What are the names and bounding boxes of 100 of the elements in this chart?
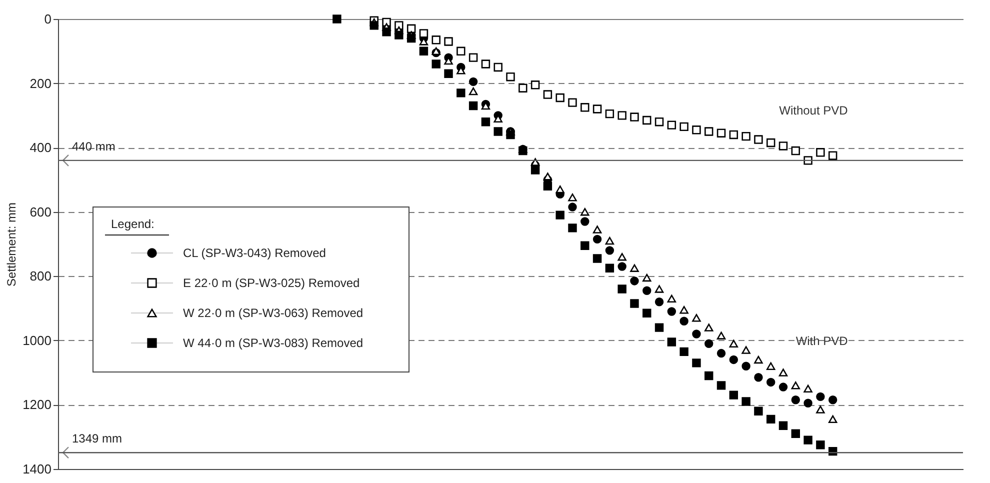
point — [729, 390, 738, 400]
point — [605, 264, 614, 272]
point — [630, 264, 639, 272]
point — [742, 362, 750, 370]
point — [828, 415, 838, 424]
point — [468, 87, 478, 96]
point — [543, 182, 552, 190]
point — [729, 130, 738, 140]
legend-label: W 44·0 m (SP-W3-083) Removed — [183, 336, 364, 350]
point — [530, 80, 540, 90]
point — [778, 368, 788, 376]
point — [692, 126, 701, 134]
point — [605, 236, 614, 245]
point — [716, 332, 726, 340]
point — [804, 384, 812, 393]
point — [468, 101, 478, 110]
point — [729, 340, 738, 348]
point — [791, 146, 800, 156]
point — [580, 208, 590, 216]
point — [605, 109, 614, 118]
point — [704, 324, 714, 332]
point — [692, 314, 701, 322]
point — [556, 185, 564, 194]
point — [816, 440, 825, 450]
point — [592, 234, 602, 244]
point — [667, 294, 676, 303]
point — [618, 284, 626, 294]
point — [456, 88, 466, 98]
point — [716, 381, 726, 390]
point — [543, 172, 552, 180]
y-tick-label: 1400 — [22, 462, 52, 476]
point — [667, 307, 676, 316]
point — [804, 398, 812, 408]
y-tick-label: 1200 — [22, 397, 52, 412]
annotation: With PVD — [796, 334, 848, 348]
point — [742, 346, 750, 354]
point — [580, 217, 590, 226]
point — [828, 396, 838, 404]
point — [406, 24, 416, 33]
point — [692, 330, 701, 338]
point — [766, 138, 776, 148]
point — [716, 348, 726, 358]
point — [592, 254, 602, 263]
point — [518, 84, 528, 92]
point — [605, 246, 614, 255]
point — [654, 323, 664, 332]
y-tick-label: 800 — [30, 268, 52, 284]
point — [729, 355, 738, 364]
point — [704, 127, 714, 136]
point — [754, 135, 763, 144]
y-tick-label: 600 — [30, 204, 52, 220]
point — [754, 373, 763, 382]
point — [791, 429, 800, 438]
point — [667, 120, 676, 130]
legend-title: Legend: — [111, 217, 154, 231]
point — [332, 14, 342, 24]
annotation: Without PVD — [779, 104, 848, 118]
point — [456, 46, 466, 56]
point — [804, 436, 812, 444]
point — [828, 151, 838, 160]
point — [791, 382, 800, 390]
point — [766, 362, 776, 370]
point — [667, 338, 676, 346]
point — [444, 69, 453, 78]
point — [592, 104, 602, 114]
point — [704, 371, 714, 380]
point — [816, 406, 825, 414]
point — [680, 306, 688, 314]
legend-label: W 22·0 m (SP-W3-063) Removed — [183, 306, 364, 320]
point — [618, 252, 626, 261]
point — [778, 142, 788, 150]
point — [654, 285, 664, 293]
point — [568, 98, 577, 107]
point — [754, 356, 763, 364]
point — [568, 202, 577, 212]
y-tick-label: 200 — [30, 76, 52, 91]
point — [530, 166, 540, 174]
point — [816, 392, 825, 402]
point — [642, 286, 652, 295]
point — [444, 37, 453, 46]
point — [481, 60, 490, 68]
point — [568, 194, 577, 202]
point — [382, 28, 391, 36]
point — [618, 262, 626, 271]
point — [494, 127, 502, 136]
point — [680, 347, 688, 356]
ref-line-label: 1349 mm — [72, 432, 122, 446]
point — [642, 274, 652, 282]
point — [543, 90, 552, 99]
point — [680, 122, 688, 132]
point — [816, 148, 825, 157]
point — [791, 396, 800, 404]
y-tick-label: 1000 — [22, 332, 52, 348]
point — [692, 358, 701, 368]
point — [494, 62, 502, 72]
legend-label: E 22·0 m (SP-W3-025) Removed — [183, 276, 360, 290]
point — [680, 316, 688, 326]
point — [468, 77, 478, 86]
legend-label: CL (SP-W3-043) Removed — [183, 246, 326, 260]
point — [654, 298, 664, 306]
